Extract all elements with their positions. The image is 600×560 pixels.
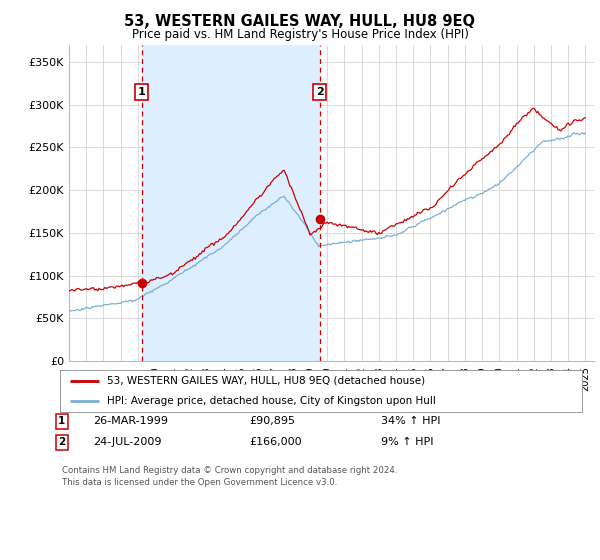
Text: 9% ↑ HPI: 9% ↑ HPI [381,437,433,447]
Bar [142,45,320,361]
Text: Price paid vs. HM Land Registry's House Price Index (HPI): Price paid vs. HM Land Registry's House … [131,28,469,41]
Text: 2: 2 [316,87,323,97]
Text: £90,895: £90,895 [249,416,295,426]
Text: £166,000: £166,000 [249,437,302,447]
Text: 2: 2 [58,437,65,447]
Text: 26-MAR-1999: 26-MAR-1999 [93,416,168,426]
Text: 24-JUL-2009: 24-JUL-2009 [93,437,161,447]
Text: HPI: Average price, detached house, City of Kingston upon Hull: HPI: Average price, detached house, City… [107,396,436,406]
Text: 53, WESTERN GAILES WAY, HULL, HU8 9EQ (detached house): 53, WESTERN GAILES WAY, HULL, HU8 9EQ (d… [107,376,425,385]
Text: 34% ↑ HPI: 34% ↑ HPI [381,416,440,426]
Text: Contains HM Land Registry data © Crown copyright and database right 2024.
This d: Contains HM Land Registry data © Crown c… [62,466,397,487]
Text: 1: 1 [138,87,146,97]
Text: 1: 1 [58,416,65,426]
Text: 53, WESTERN GAILES WAY, HULL, HU8 9EQ: 53, WESTERN GAILES WAY, HULL, HU8 9EQ [125,14,476,29]
